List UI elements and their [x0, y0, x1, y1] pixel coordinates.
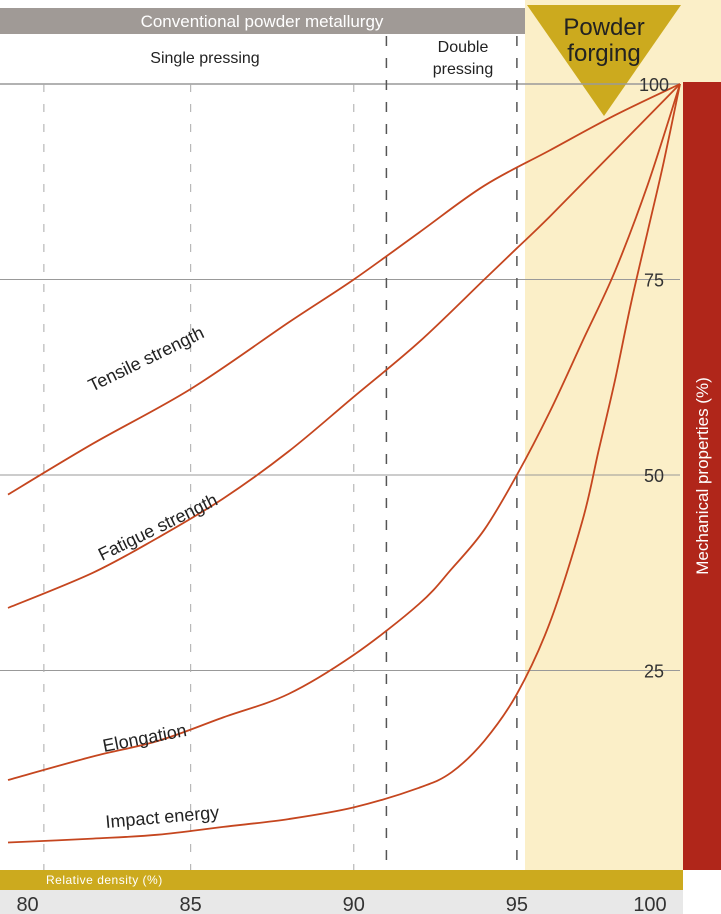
forging-band: [525, 0, 683, 870]
y-tick-label: 100: [639, 75, 669, 95]
x-tick-label: 95: [506, 894, 528, 914]
forging-triangle: [527, 5, 681, 116]
bottom-bar: [0, 870, 683, 890]
y-axis-label: Mechanical properties (%): [693, 377, 712, 574]
header-double-pressing-2: pressing: [433, 61, 493, 78]
label-elongation: Elongation: [101, 720, 188, 756]
label-impact-energy: Impact energy: [105, 802, 220, 832]
y-tick-label: 25: [644, 662, 664, 682]
curves: [7, 83, 681, 844]
x-tick-strip: [0, 890, 683, 914]
right-axis-bar: [683, 82, 721, 870]
x-tick-label: 80: [16, 894, 38, 914]
series-line-fatigue-strength: [7, 83, 681, 609]
header-bar: [0, 8, 525, 34]
y-tick-label: 50: [644, 466, 664, 486]
tick-labels: 25 50 75 100 80 85 90 95 100: [16, 75, 669, 914]
label-tensile-strength: Tensile strength: [85, 322, 207, 395]
x-axis-label: Relative density (%): [46, 873, 163, 887]
header-single-pressing: Single pressing: [150, 50, 259, 67]
grid: [0, 36, 680, 870]
series-line-elongation: [7, 83, 681, 781]
top-right-strip: [683, 0, 721, 82]
x-tick-label: 100: [633, 894, 666, 914]
series-line-impact-energy: [7, 83, 681, 844]
header-forging-2: forging: [567, 40, 640, 67]
header-double-pressing-1: Double: [438, 39, 489, 56]
x-tick-label: 85: [180, 894, 202, 914]
x-tick-label: 90: [343, 894, 365, 914]
y-tick-label: 75: [644, 271, 664, 291]
series-line-tensile-strength: [7, 83, 681, 496]
header-conventional: Conventional powder metallurgy: [141, 12, 384, 31]
header-forging-1: Powder: [563, 14, 644, 41]
label-fatigue-strength: Fatigue strength: [95, 490, 221, 565]
